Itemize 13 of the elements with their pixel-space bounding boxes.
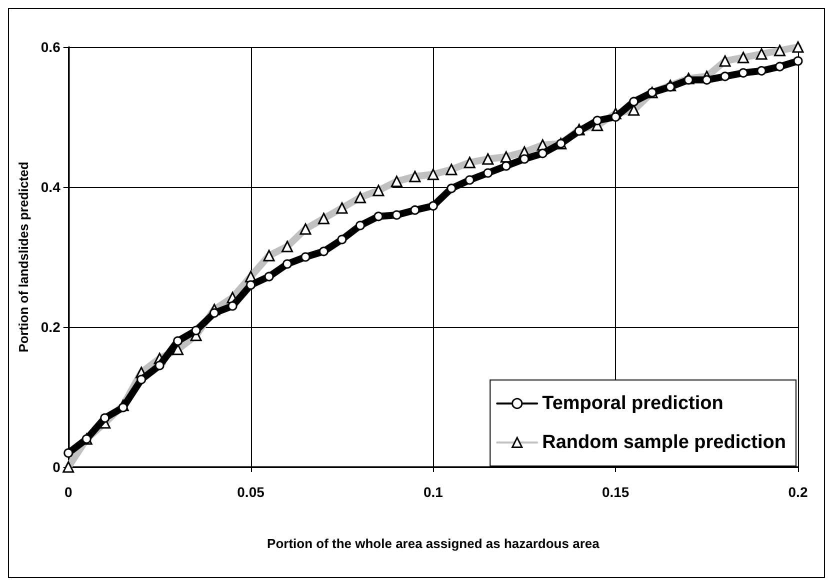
x-tick-label: 0.15 xyxy=(602,484,630,500)
x-tick-label: 0.1 xyxy=(423,484,444,500)
legend-label: Temporal prediction xyxy=(542,393,724,414)
x-axis-title: Portion of the whole area assigned as hazardous area xyxy=(267,536,600,551)
y-axis-title: Portion of landslides predicted xyxy=(16,162,31,352)
y-tick-label: 0.2 xyxy=(40,319,61,335)
x-tick-label: 0.05 xyxy=(237,484,265,500)
y-tick-label: 0 xyxy=(52,459,61,475)
y-tick-label: 0.6 xyxy=(40,39,61,55)
legend-label: Random sample prediction xyxy=(542,432,786,453)
y-tick-label: 0.4 xyxy=(40,179,61,195)
x-tick-label: 0 xyxy=(64,484,72,500)
x-tick-label: 0.2 xyxy=(788,484,808,500)
